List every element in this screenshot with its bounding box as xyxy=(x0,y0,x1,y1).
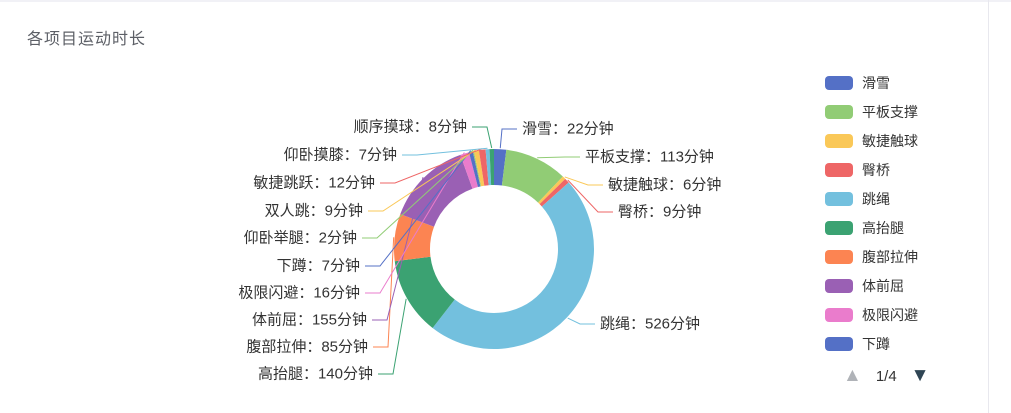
slice-label-高抬腿: 高抬腿：140分钟 xyxy=(258,366,373,383)
legend-swatch-icon xyxy=(825,163,853,177)
legend: 滑雪平板支撑敏捷触球臀桥跳绳高抬腿腹部拉伸体前屈极限闪避下蹲 xyxy=(825,75,918,366)
legend-swatch-icon xyxy=(825,250,853,264)
legend-item-label: 体前屈 xyxy=(862,278,904,294)
pie-slice-极限闪避[interactable] xyxy=(460,152,478,189)
chart-title: 各项目运动时长 xyxy=(27,31,147,48)
pie-slice-敏捷触球[interactable] xyxy=(538,176,566,205)
pie-slice-体前屈[interactable] xyxy=(400,154,473,227)
pie-slice-仰卧摸膝[interactable] xyxy=(485,149,492,186)
legend-item-极限闪避[interactable]: 极限闪避 xyxy=(825,307,918,323)
slice-label-双人跳: 双人跳：9分钟 xyxy=(265,203,363,220)
legend-item-平板支撑[interactable]: 平板支撑 xyxy=(825,104,918,120)
legend-item-滑雪[interactable]: 滑雪 xyxy=(825,75,918,91)
label-line-敏捷触球 xyxy=(564,176,603,186)
label-line-仰卧摸膝 xyxy=(402,147,488,156)
pie-slice-下蹲[interactable] xyxy=(468,151,481,188)
label-line-腹部拉伸 xyxy=(373,237,395,348)
pie-slice-高抬腿[interactable] xyxy=(394,256,455,328)
legend-item-label: 高抬腿 xyxy=(862,220,904,236)
legend-item-下蹲[interactable]: 下蹲 xyxy=(825,336,918,352)
label-line-敏捷跳跃 xyxy=(380,148,483,184)
legend-page-indicator: 1/4 xyxy=(875,367,897,385)
label-line-平板支撑 xyxy=(537,156,580,159)
legend-swatch-icon xyxy=(825,308,853,322)
legend-item-label: 平板支撑 xyxy=(862,104,918,120)
pie-slice-臀桥[interactable] xyxy=(539,178,569,207)
label-line-跳绳 xyxy=(567,317,595,325)
pie-slice-顺序摸球[interactable] xyxy=(489,149,495,186)
slice-label-仰卧摸膝: 仰卧摸膝：7分钟 xyxy=(284,147,397,164)
label-line-双人跳 xyxy=(368,149,477,212)
legend-item-高抬腿[interactable]: 高抬腿 xyxy=(825,220,918,236)
label-line-仰卧举腿 xyxy=(362,149,474,239)
legend-item-label: 滑雪 xyxy=(862,75,890,91)
legend-item-label: 极限闪避 xyxy=(862,307,918,323)
slice-label-极限闪避: 极限闪避：16分钟 xyxy=(238,285,360,302)
legend-item-label: 下蹲 xyxy=(862,336,890,352)
pie-slice-仰卧举腿[interactable] xyxy=(472,151,482,187)
label-line-滑雪 xyxy=(499,128,517,149)
slice-label-腹部拉伸: 腹部拉伸：85分钟 xyxy=(246,339,368,356)
legend-page-down-icon[interactable]: ▼ xyxy=(910,365,930,386)
legend-item-跳绳[interactable]: 跳绳 xyxy=(825,191,918,207)
slice-label-顺序摸球: 顺序摸球：8分钟 xyxy=(354,119,467,136)
slice-label-跳绳: 跳绳：526分钟 xyxy=(600,316,700,333)
label-line-高抬腿 xyxy=(378,298,407,375)
legend-swatch-icon xyxy=(825,279,853,293)
legend-pager: ▲ 1/4 ▼ xyxy=(843,365,929,387)
legend-swatch-icon xyxy=(825,105,853,119)
slice-label-滑雪: 滑雪：22分钟 xyxy=(522,121,614,138)
slice-label-臀桥: 臀桥：9分钟 xyxy=(618,204,701,221)
label-line-臀桥 xyxy=(567,179,613,213)
pie-slice-滑雪[interactable] xyxy=(494,149,507,186)
legend-item-label: 臀桥 xyxy=(862,162,890,178)
slice-label-仰卧举腿: 仰卧举腿：2分钟 xyxy=(244,230,357,247)
slice-label-体前屈: 体前屈：155分钟 xyxy=(252,312,367,329)
label-line-极限闪避 xyxy=(365,152,465,294)
pie-slice-跳绳[interactable] xyxy=(432,182,595,350)
label-line-体前屈 xyxy=(372,177,424,321)
label-line-顺序摸球 xyxy=(472,126,493,149)
panel-divider xyxy=(988,0,989,413)
legend-item-label: 跳绳 xyxy=(862,191,890,207)
legend-swatch-icon xyxy=(825,221,853,235)
slice-label-敏捷触球: 敏捷触球：6分钟 xyxy=(608,177,721,194)
legend-swatch-icon xyxy=(825,337,853,351)
pie-slice-双人跳[interactable] xyxy=(473,150,485,187)
pie-slice-敏捷跳跃[interactable] xyxy=(478,149,489,186)
pie-slice-腹部拉伸[interactable] xyxy=(394,214,435,262)
slice-label-平板支撑: 平板支撑：113分钟 xyxy=(585,148,714,166)
legend-item-label: 腹部拉伸 xyxy=(862,249,918,265)
legend-swatch-icon xyxy=(825,134,853,148)
legend-swatch-icon xyxy=(825,76,853,90)
pie-slice-平板支撑[interactable] xyxy=(501,149,563,203)
slice-label-下蹲: 下蹲：7分钟 xyxy=(277,258,360,275)
legend-item-臀桥[interactable]: 臀桥 xyxy=(825,162,918,178)
legend-item-label: 敏捷触球 xyxy=(862,133,918,149)
slice-label-敏捷跳跃: 敏捷跳跃：12分钟 xyxy=(253,175,375,192)
legend-item-体前屈[interactable]: 体前屈 xyxy=(825,278,918,294)
card-top-border xyxy=(0,0,1011,2)
legend-swatch-icon xyxy=(825,192,853,206)
legend-item-腹部拉伸[interactable]: 腹部拉伸 xyxy=(825,249,918,265)
legend-page-up-icon[interactable]: ▲ xyxy=(843,365,862,386)
legend-item-敏捷触球[interactable]: 敏捷触球 xyxy=(825,133,918,149)
label-line-下蹲 xyxy=(365,150,472,267)
